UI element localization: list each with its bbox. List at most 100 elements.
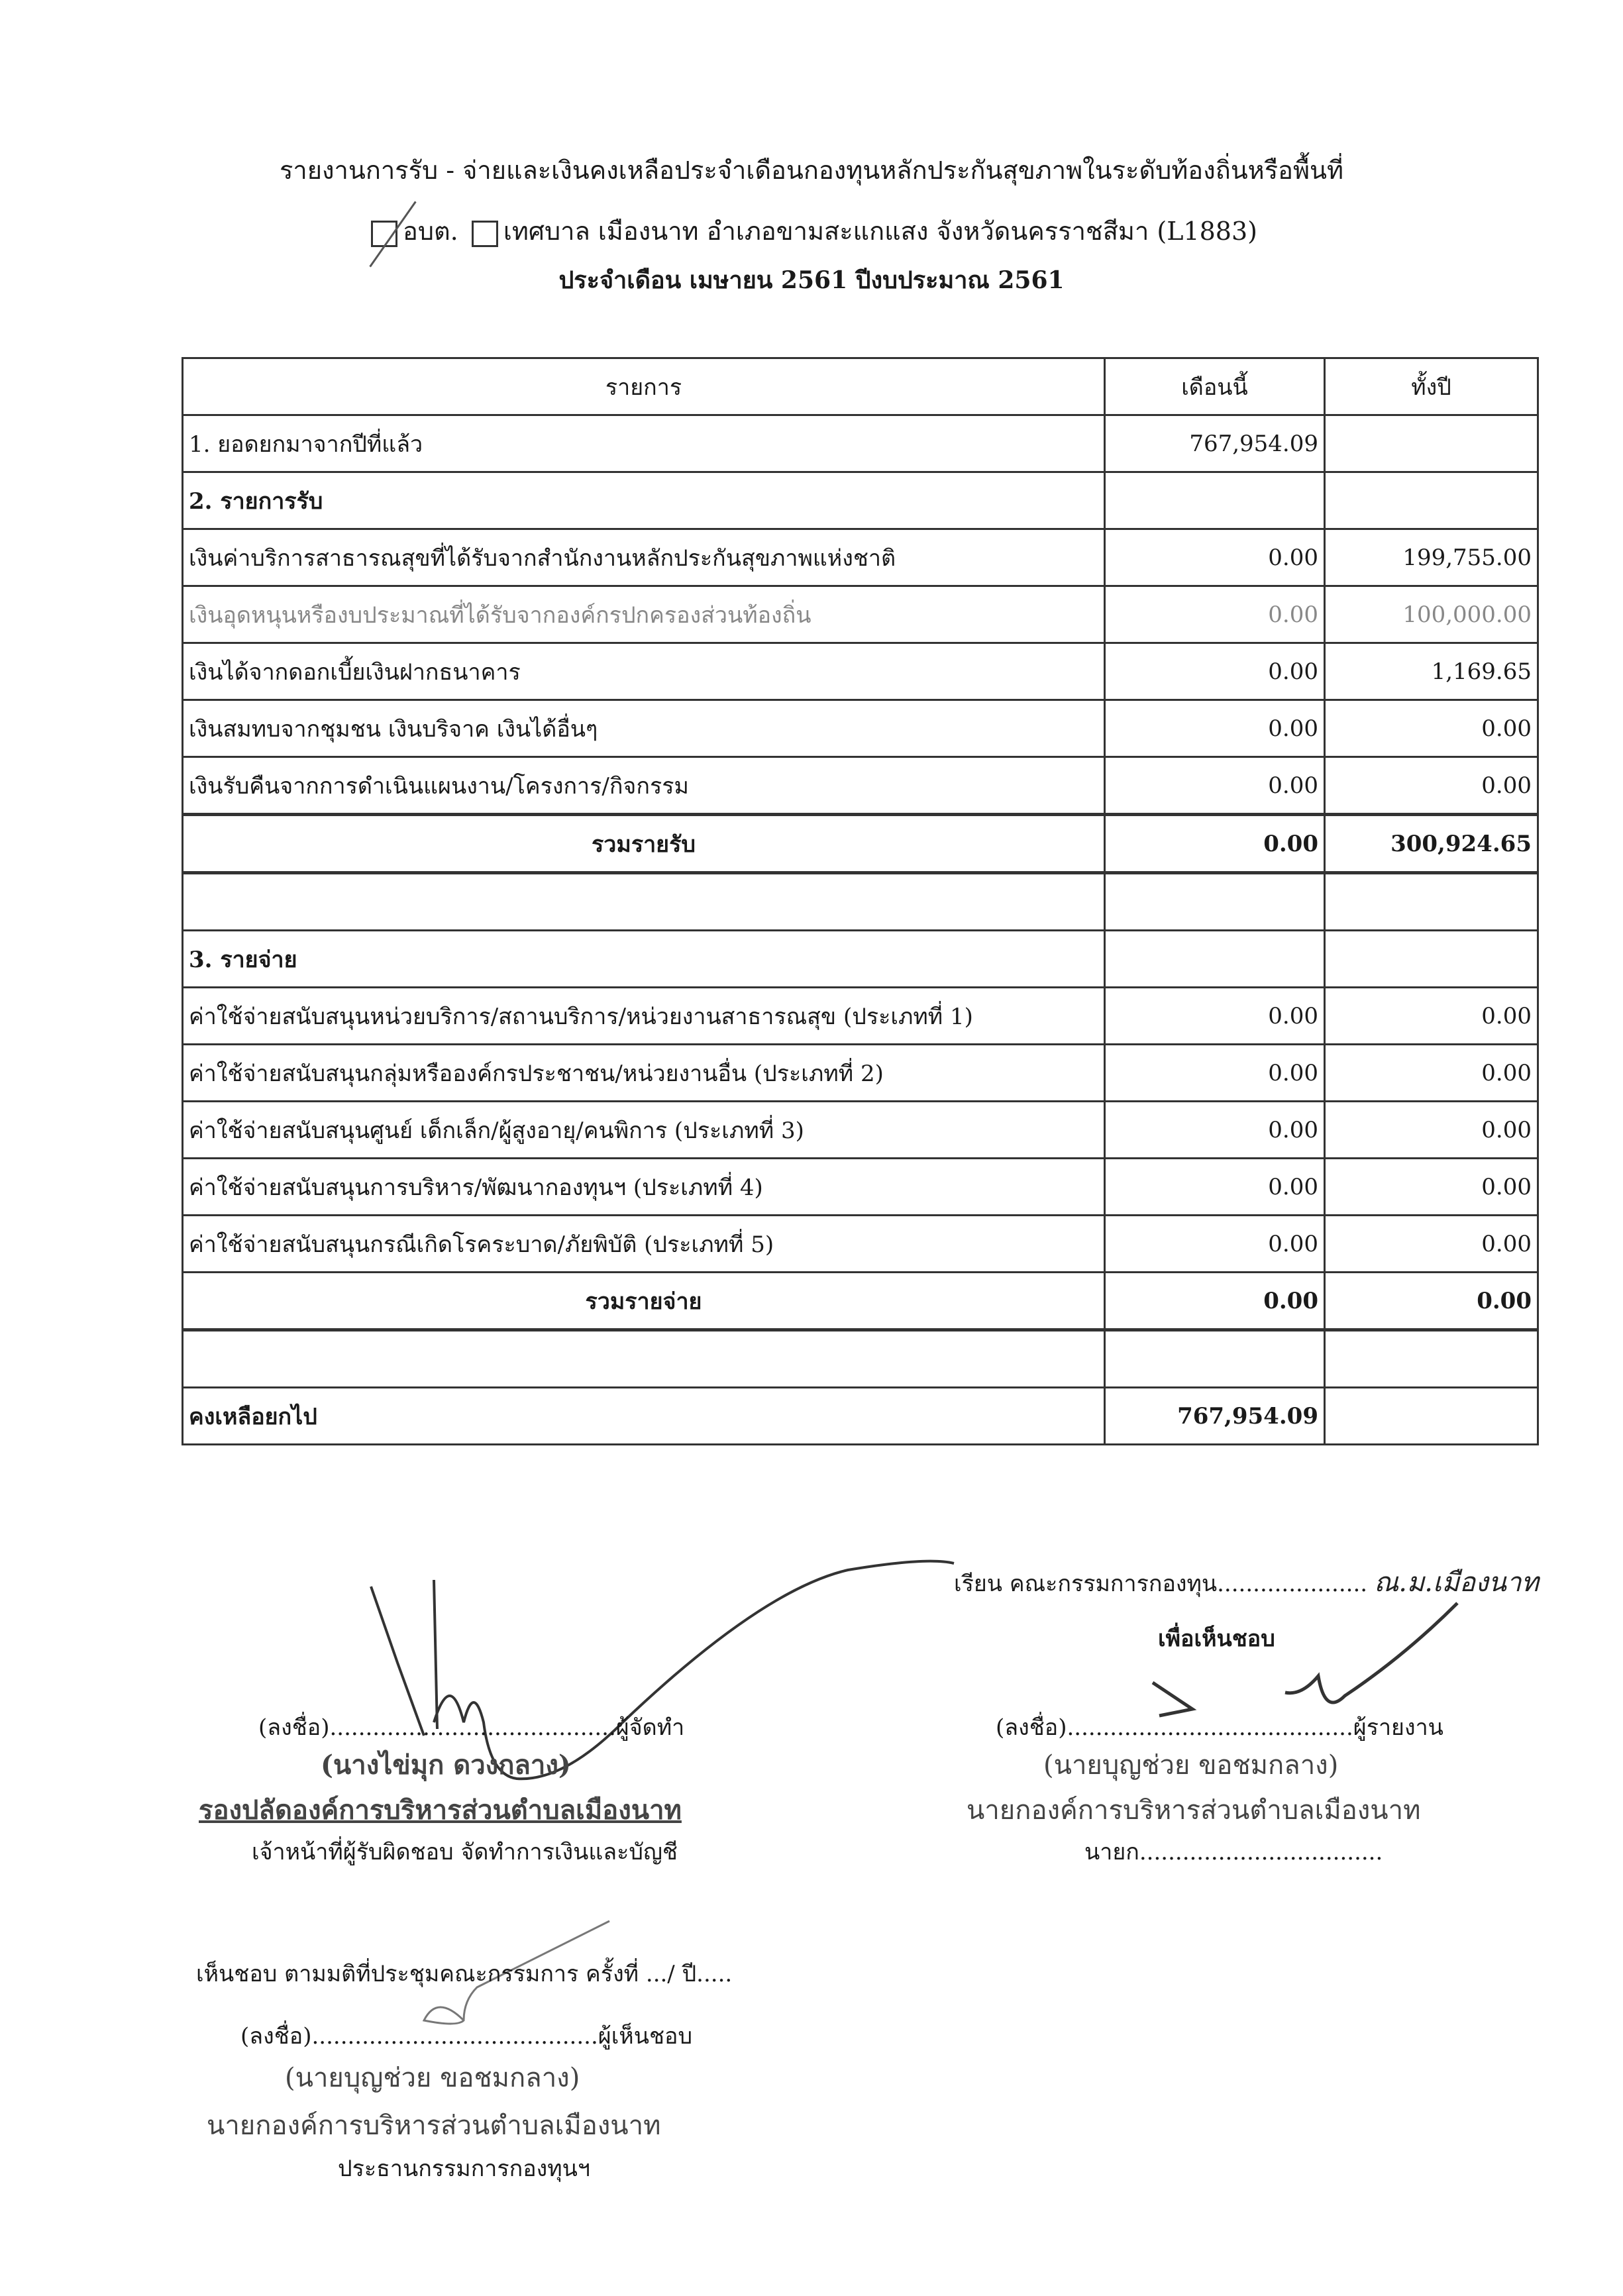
this-month-amount: 0.00 — [1104, 1043, 1326, 1102]
row-label: ค่าใช้จ่ายสนับสนุนกรณีเกิดโรคระบาด/ภัยพิ… — [182, 1214, 1106, 1273]
column-header-item: รายการ — [182, 357, 1106, 416]
full-year-amount — [1324, 872, 1539, 931]
full-year-amount: 199,755.00 — [1324, 528, 1539, 587]
addressee-handwritten: ณ.ม.เมืองนาท — [1374, 1567, 1539, 1598]
this-month-amount: 0.00 — [1104, 1157, 1326, 1216]
row-label — [182, 1329, 1106, 1388]
full-year-amount: 1,169.65 — [1324, 642, 1539, 701]
income-expense-table: รายการ เดือนนี้ ทั้งปี 1. ยอดยกมาจากปีที… — [182, 357, 1539, 1445]
checkbox-municipality[interactable] — [471, 220, 498, 247]
report-period: ประจำเดือน เมษายน 2561 ปีงบประมาณ 2561 — [558, 266, 1065, 294]
full-year-amount: 0.00 — [1324, 699, 1539, 758]
full-year-amount: 0.00 — [1324, 1214, 1539, 1273]
table-row: ค่าใช้จ่ายสนับสนุนกรณีเกิดโรคระบาด/ภัยพิ… — [182, 1214, 1539, 1273]
this-month-amount: 0.00 — [1104, 1100, 1326, 1159]
full-year-amount: 300,924.65 — [1324, 813, 1539, 874]
report-title: รายงานการรับ - จ่ายและเงินคงเหลือประจำเด… — [279, 156, 1344, 185]
full-year-amount — [1324, 1386, 1539, 1445]
option-sao-label: อบต. — [403, 217, 458, 246]
row-label: เงินรับคืนจากการดำเนินแผนงาน/โครงการ/กิจ… — [182, 756, 1106, 816]
reporter-signature — [1151, 1602, 1459, 1718]
full-year-amount: 0.00 — [1324, 1100, 1539, 1159]
full-year-amount: 0.00 — [1324, 756, 1539, 816]
for-approval-text: เพื่อเห็นชอบ — [1158, 1626, 1275, 1652]
row-label: 1. ยอดยกมาจากปีที่แล้ว — [182, 414, 1106, 473]
row-label: รวมรายรับ — [182, 813, 1106, 874]
addressee-text: เรียน คณะกรรมการกองทุน..................… — [954, 1571, 1368, 1597]
reporter-name: (นายบุญช่วย ขอชมกลาง) — [1043, 1750, 1339, 1781]
this-month-amount: 767,954.09 — [1104, 414, 1326, 473]
full-year-amount: 0.00 — [1324, 1157, 1539, 1216]
row-label: 3. รายจ่าย — [182, 929, 1106, 988]
option-municipality-label: เทศบาล เมืองนาท อำเภอขามสะแกแสง จังหวัดน… — [503, 217, 1257, 246]
row-label: เงินค่าบริการสาธารณสุขที่ได้รับจากสำนักง… — [182, 528, 1106, 587]
organization-line: อบต. เทศบาล เมืองนาท อำเภอขามสะแกแสง จัง… — [0, 211, 1623, 251]
approver-signature — [422, 1920, 610, 2025]
table-row: ค่าใช้จ่ายสนับสนุนหน่วยบริการ/สถานบริการ… — [182, 986, 1539, 1045]
column-header-full-year: ทั้งปี — [1324, 357, 1539, 416]
table-row — [182, 872, 1539, 931]
this-month-amount: 0.00 — [1104, 699, 1326, 758]
preparer-role: เจ้าหน้าที่ผู้รับผิดชอบ จัดทำการเงินและบ… — [252, 1839, 678, 1865]
table-row: รวมรายจ่าย 0.00 0.00 — [182, 1271, 1539, 1331]
approval-note: เห็นชอบ ตามมติที่ประชุมคณะกรรมการ ครั้งท… — [196, 1961, 733, 1987]
row-label: เงินอุดหนุนหรืองบประมาณที่ได้รับจากองค์ก… — [182, 585, 1106, 644]
table-row: เงินได้จากดอกเบี้ยเงินฝากธนาคาร 0.00 1,169… — [182, 642, 1539, 701]
full-year-amount: 0.00 — [1324, 1271, 1539, 1331]
this-month-amount: 0.00 — [1104, 642, 1326, 701]
row-label: 2. รายการรับ — [182, 471, 1106, 530]
this-month-amount: 0.00 — [1104, 528, 1326, 587]
full-year-amount — [1324, 471, 1539, 530]
approver-name: (นายบุญช่วย ขอชมกลาง) — [285, 2063, 580, 2093]
this-month-amount — [1104, 872, 1326, 931]
this-month-amount — [1104, 1329, 1326, 1388]
row-label — [182, 872, 1106, 931]
preparer-signature — [370, 1559, 955, 1781]
preparer-stamp-title: รองปลัดองค์การบริหารส่วนตำบลเมืองนาท — [199, 1795, 682, 1826]
table-header-row: รายการ เดือนนี้ ทั้งปี — [182, 357, 1539, 416]
row-label: คงเหลือยกไป — [182, 1386, 1106, 1445]
row-label: ค่าใช้จ่ายสนับสนุนหน่วยบริการ/สถานบริการ… — [182, 986, 1106, 1045]
checkbox-sao-checked[interactable] — [371, 220, 398, 247]
row-label: รวมรายจ่าย — [182, 1271, 1106, 1331]
this-month-amount: 0.00 — [1104, 986, 1326, 1045]
approver-stamp-title: นายกองค์การบริหารส่วนตำบลเมืองนาท — [207, 2111, 661, 2141]
this-month-amount: 0.00 — [1104, 1271, 1326, 1331]
this-month-amount — [1104, 929, 1326, 988]
full-year-amount — [1324, 414, 1539, 473]
table-row: ค่าใช้จ่ายสนับสนุนการบริหาร/พัฒนากองทุนฯ… — [182, 1157, 1539, 1216]
full-year-amount: 0.00 — [1324, 1043, 1539, 1102]
table-row: เงินรับคืนจากการดำเนินแผนงาน/โครงการ/กิจ… — [182, 756, 1539, 816]
addressee-line: เรียน คณะกรรมการกองทุน..................… — [954, 1561, 1539, 1603]
full-year-amount — [1324, 929, 1539, 988]
row-label: เงินสมทบจากชุมชน เงินบริจาค เงินได้อื่นๆ — [182, 699, 1106, 758]
preparer-sign-line: (ลงชื่อ)................................… — [258, 1714, 685, 1741]
table-row: คงเหลือยกไป 767,954.09 — [182, 1386, 1539, 1445]
table-row — [182, 1329, 1539, 1388]
this-month-amount — [1104, 471, 1326, 530]
this-month-amount: 0.00 — [1104, 1214, 1326, 1273]
column-header-this-month: เดือนนี้ — [1104, 357, 1326, 416]
reporter-role: นายก.................................. — [1084, 1839, 1383, 1865]
row-label: ค่าใช้จ่ายสนับสนุนกลุ่มหรือองค์กรประชาชน… — [182, 1043, 1106, 1102]
table-row: ค่าใช้จ่ายสนับสนุนศูนย์ เด็กเล็ก/ผู้สูงอ… — [182, 1100, 1539, 1159]
row-label: เงินได้จากดอกเบี้ยเงินฝากธนาคาร — [182, 642, 1106, 701]
row-label: ค่าใช้จ่ายสนับสนุนศูนย์ เด็กเล็ก/ผู้สูงอ… — [182, 1100, 1106, 1159]
table-row: ค่าใช้จ่ายสนับสนุนกลุ่มหรือองค์กรประชาชน… — [182, 1043, 1539, 1102]
preparer-name: (นางไข่มุก ดวงกลาง) — [321, 1749, 571, 1781]
this-month-amount: 767,954.09 — [1104, 1386, 1326, 1445]
this-month-amount: 0.00 — [1104, 813, 1326, 874]
full-year-amount: 100,000.00 — [1324, 585, 1539, 644]
table-row: เงินอุดหนุนหรืองบประมาณที่ได้รับจากองค์ก… — [182, 585, 1539, 644]
full-year-amount: 0.00 — [1324, 986, 1539, 1045]
row-label: ค่าใช้จ่ายสนับสนุนการบริหาร/พัฒนากองทุนฯ… — [182, 1157, 1106, 1216]
this-month-amount: 0.00 — [1104, 585, 1326, 644]
table-row: รวมรายรับ 0.00 300,924.65 — [182, 813, 1539, 874]
approver-sign-line: (ลงชื่อ)................................… — [240, 2023, 693, 2050]
table-row: เงินค่าบริการสาธารณสุขที่ได้รับจากสำนักง… — [182, 528, 1539, 587]
approver-role: ประธานกรรมการกองทุนฯ — [338, 2156, 591, 2182]
this-month-amount: 0.00 — [1104, 756, 1326, 816]
table-row: 2. รายการรับ — [182, 471, 1539, 530]
table-row: 3. รายจ่าย — [182, 929, 1539, 988]
